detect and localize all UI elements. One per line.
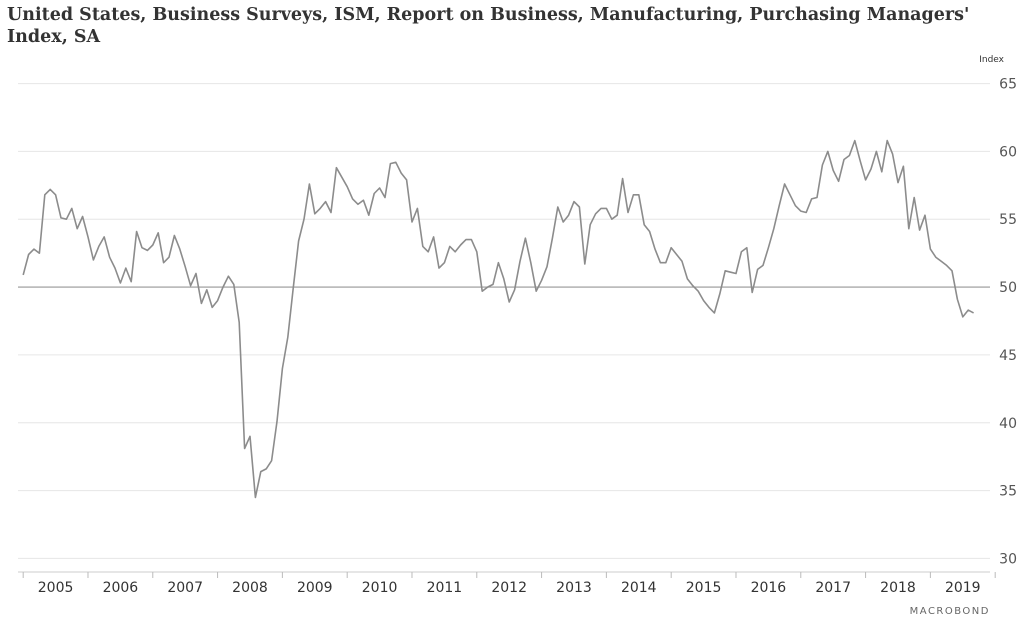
x-tick-label: 2012 <box>491 580 527 596</box>
x-tick-label: 2006 <box>103 580 139 596</box>
x-tick-label: 2015 <box>686 580 722 596</box>
x-tick-label: 2017 <box>815 580 851 596</box>
x-tick-label: 2009 <box>297 580 333 596</box>
y-tick-label: 40 <box>999 416 1017 432</box>
x-tick-label: 2016 <box>751 580 787 596</box>
x-tick-label: 2010 <box>362 580 398 596</box>
series-line-0 <box>22 139 974 499</box>
y-axis: 30 35 40 45 50 55 60 65 <box>999 77 1017 568</box>
grid-lines <box>18 83 990 559</box>
x-axis: 2005 2006 2007 2008 2009 2010 2011 2012 2013 2014… <box>18 571 996 596</box>
series-layer <box>22 139 974 499</box>
y-tick-label: 35 <box>999 484 1017 500</box>
y-tick-label: 30 <box>999 551 1017 567</box>
macrobond-logo: MACROBOND <box>909 606 990 617</box>
y-tick-label: 55 <box>999 212 1017 228</box>
x-tick-label: 2019 <box>945 580 981 596</box>
x-tick-label: 2011 <box>427 580 463 596</box>
x-tick-label: 2014 <box>621 580 657 596</box>
y-tick-label: 45 <box>999 348 1017 364</box>
x-tick-label: 2008 <box>232 580 268 596</box>
x-tick-label: 2005 <box>38 580 74 596</box>
y-tick-label: 65 <box>999 77 1017 93</box>
x-tick-label: 2007 <box>167 580 203 596</box>
chart-title: United States, Business Surveys, ISM, Re… <box>7 5 970 47</box>
y-axis-unit-label: Index <box>979 55 1004 65</box>
y-tick-label: 50 <box>999 280 1017 296</box>
x-tick-label: 2018 <box>880 580 916 596</box>
x-tick-label: 2013 <box>556 580 592 596</box>
y-tick-label: 60 <box>999 144 1017 160</box>
